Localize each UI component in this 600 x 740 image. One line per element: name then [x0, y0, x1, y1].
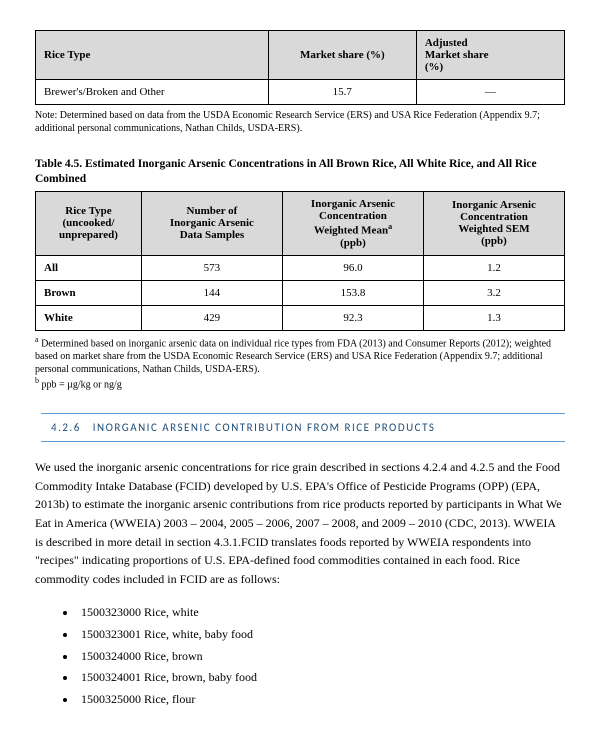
table-row: White 429 92.3 1.3 — [36, 305, 565, 330]
list-item: 1500324000 Rice, brown — [77, 646, 565, 668]
cell-sem: 1.2 — [423, 255, 564, 280]
cell-mean: 153.8 — [282, 280, 423, 305]
table-row: All 573 96.0 1.2 — [36, 255, 565, 280]
cell-samples: 429 — [141, 305, 282, 330]
header-mean: Inorganic Arsenic Concentration Weighted… — [282, 191, 423, 255]
header-sem: Inorganic Arsenic Concentration Weighted… — [423, 191, 564, 255]
header-rice-type: Rice Type — [36, 31, 269, 80]
cell-sem: 3.2 — [423, 280, 564, 305]
list-item: 1500323000 Rice, white — [77, 602, 565, 624]
list-item: 1500323001 Rice, white, baby food — [77, 624, 565, 646]
table-row: Brown 144 153.8 3.2 — [36, 280, 565, 305]
header-rice-type: Rice Type (uncooked/ unprepared) — [36, 191, 142, 255]
list-item: 1500325000 Rice, flour — [77, 689, 565, 711]
section-number: 4.2.6 — [51, 421, 81, 434]
table2-title: Table 4.5. Estimated Inorganic Arsenic C… — [35, 157, 565, 187]
table1-note: Note: Determined based on data from the … — [35, 109, 565, 135]
cell-mean: 92.3 — [282, 305, 423, 330]
table-row: Brewer's/Broken and Other 15.7 — — [36, 80, 565, 105]
cell-rice-type: Brewer's/Broken and Other — [36, 80, 269, 105]
header-market-share: Market share (%) — [268, 31, 416, 80]
list-item: 1500324001 Rice, brown, baby food — [77, 667, 565, 689]
cell-type: White — [36, 305, 142, 330]
cell-market-share: 15.7 — [268, 80, 416, 105]
arsenic-table: Rice Type (uncooked/ unprepared) Number … — [35, 191, 565, 331]
cell-mean: 96.0 — [282, 255, 423, 280]
cell-samples: 573 — [141, 255, 282, 280]
cell-type: Brown — [36, 280, 142, 305]
cell-samples: 144 — [141, 280, 282, 305]
header-adjusted: Adjusted Market share (%) — [416, 31, 564, 80]
cell-type: All — [36, 255, 142, 280]
market-share-table: Rice Type Market share (%) Adjusted Mark… — [35, 30, 565, 105]
cell-sem: 1.3 — [423, 305, 564, 330]
commodity-codes-list: 1500323000 Rice, white 1500323001 Rice, … — [35, 602, 565, 710]
section-header: 4.2.6 INORGANIC ARSENIC CONTRIBUTION FRO… — [41, 413, 565, 442]
body-paragraph: We used the inorganic arsenic concentrat… — [35, 458, 565, 588]
cell-adjusted: — — [416, 80, 564, 105]
section-title: INORGANIC ARSENIC CONTRIBUTION FROM RICE… — [93, 421, 436, 434]
header-samples: Number of Inorganic Arsenic Data Samples — [141, 191, 282, 255]
table2-footnotes: a Determined based on inorganic arsenic … — [35, 335, 565, 392]
